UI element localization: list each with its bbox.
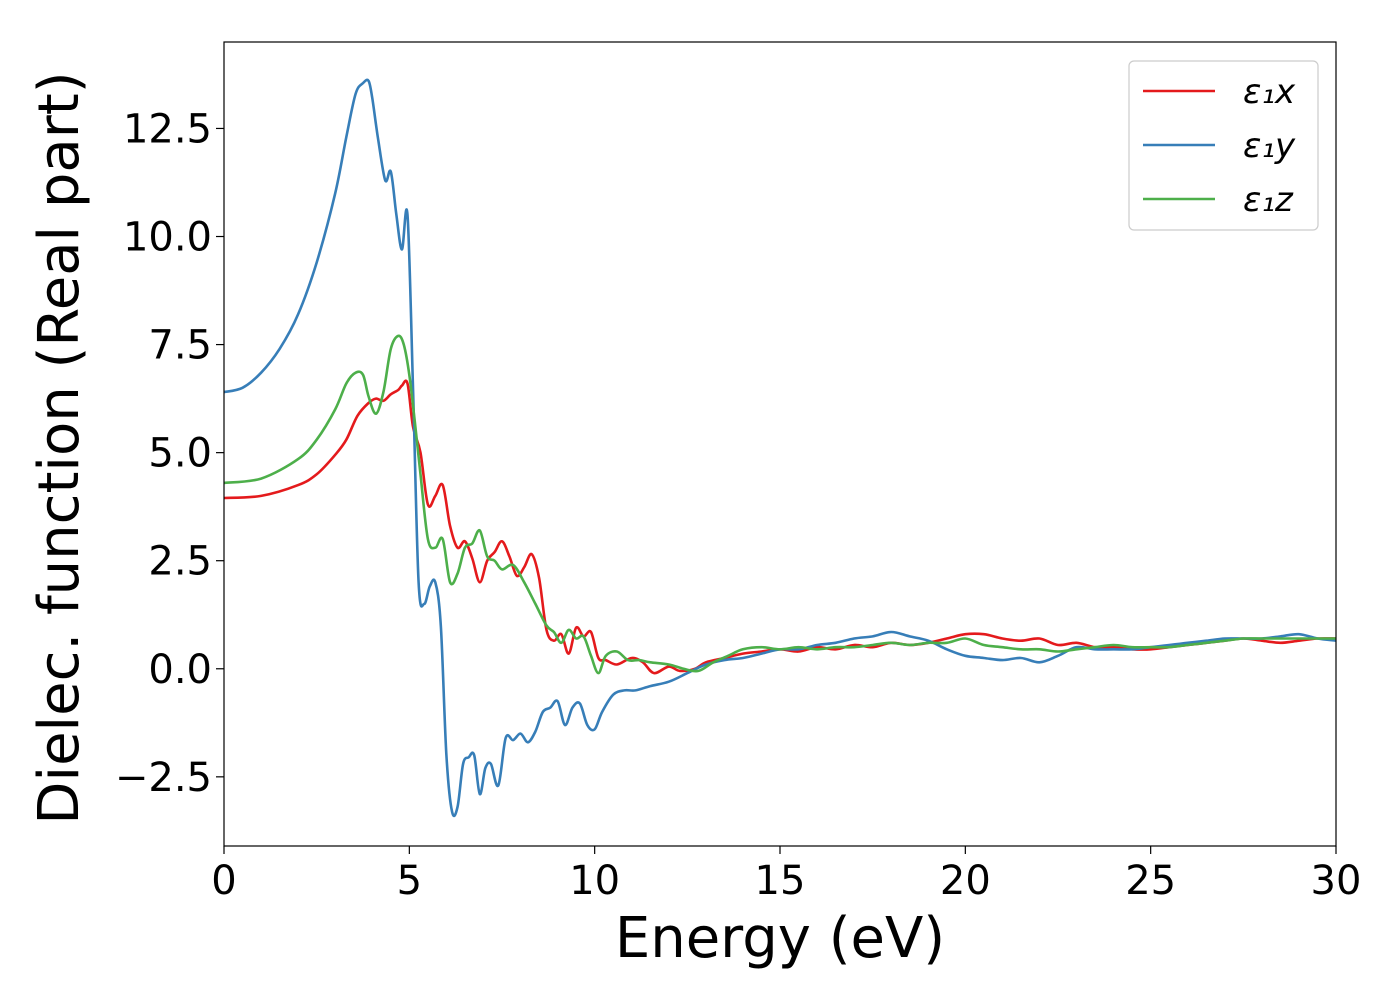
x-tick-label: 15	[755, 858, 806, 904]
y-tick-label: 5.0	[148, 431, 212, 477]
series-line-2	[224, 78, 1336, 818]
legend-box	[1128, 60, 1319, 231]
y-tick-label: 12.5	[123, 106, 212, 152]
series-layer	[224, 78, 1336, 818]
y-tick-label: 10.0	[123, 215, 212, 261]
legend: ε₁x ε₁y ε₁z	[1128, 60, 1319, 231]
series-line-3	[224, 334, 1336, 675]
x-tick-label: 30	[1311, 858, 1362, 904]
y-tick-label: 7.5	[148, 323, 212, 369]
series-line-1	[224, 379, 1336, 675]
y-tick-label: −2.5	[115, 755, 212, 801]
x-axis-label: Energy (eV)	[615, 906, 945, 971]
y-tick-label: 2.5	[148, 539, 212, 585]
legend-label: ε₁y	[1243, 126, 1296, 166]
x-tick-label: 25	[1125, 858, 1176, 904]
y-axis: −2.5 0.0 2.5 5.0 7.5 10.0 12.5	[115, 106, 224, 801]
x-tick-label: 5	[397, 858, 422, 904]
legend-label: ε₁z	[1243, 180, 1294, 220]
legend-label: ε₁x	[1243, 72, 1296, 112]
x-tick-label: 10	[569, 858, 620, 904]
x-axis: 0 5 10 15 20 25 30	[211, 846, 1361, 904]
y-tick-label: 0.0	[148, 647, 212, 693]
x-tick-label: 20	[940, 858, 991, 904]
x-tick-label: 0	[211, 858, 236, 904]
y-axis-label: Dielec. function (Real part)	[27, 71, 92, 824]
